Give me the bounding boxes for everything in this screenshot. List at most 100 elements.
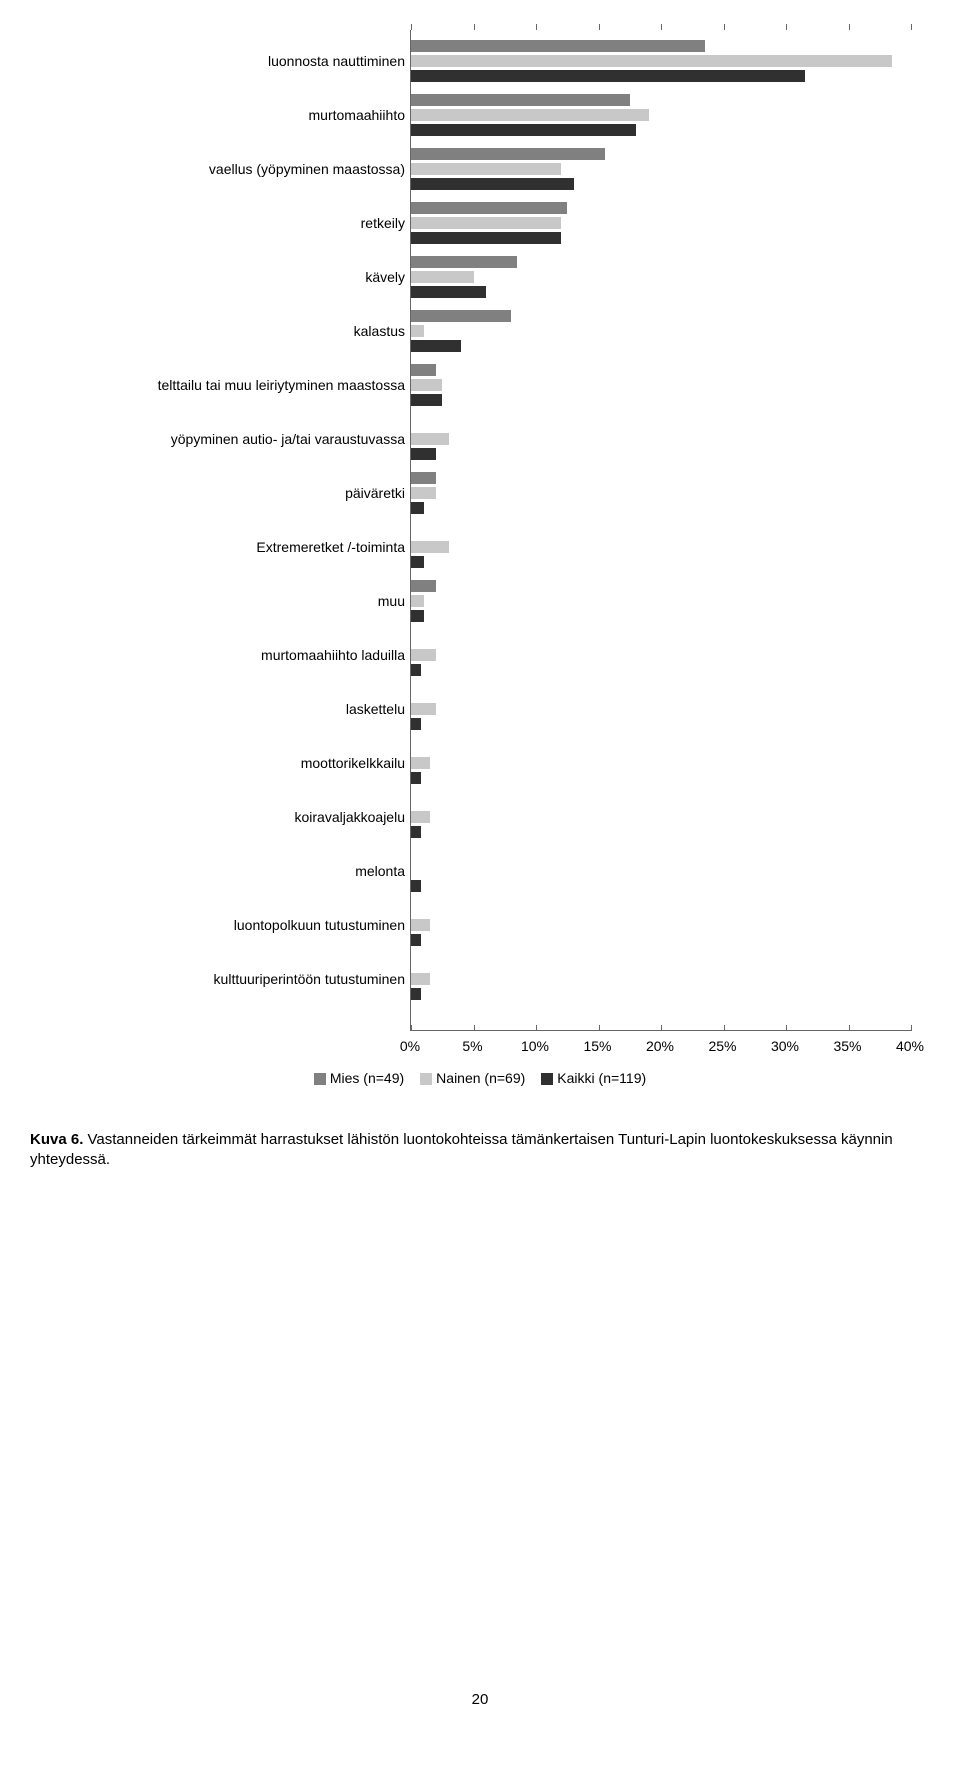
bar-mies xyxy=(411,364,436,376)
bar-nainen xyxy=(411,109,649,121)
y-axis-labels: luonnosta nauttiminen murtomaahiihto vaell… xyxy=(30,30,405,1030)
x-tick xyxy=(786,24,787,30)
bar-nainen xyxy=(411,541,449,553)
bar-kaikki xyxy=(411,178,574,190)
category-label: Extremeretket /-toiminta xyxy=(256,540,405,554)
legend-item: Mies (n=49) xyxy=(314,1070,404,1086)
x-tick xyxy=(911,24,912,30)
bar-nainen xyxy=(411,433,449,445)
legend-swatch xyxy=(314,1073,326,1085)
bar-kaikki xyxy=(411,556,424,568)
bar-kaikki xyxy=(411,286,486,298)
bar-mies xyxy=(411,202,567,214)
category-label: kävely xyxy=(365,270,405,284)
x-tick xyxy=(786,1025,787,1031)
x-tick xyxy=(724,1025,725,1031)
legend-swatch xyxy=(541,1073,553,1085)
bar-nainen xyxy=(411,919,430,931)
bar-nainen xyxy=(411,649,436,661)
x-tick xyxy=(474,1025,475,1031)
bar-kaikki xyxy=(411,826,421,838)
bar-nainen xyxy=(411,379,442,391)
x-tick-label: 20% xyxy=(646,1038,674,1054)
bar-mies xyxy=(411,40,705,52)
category-label: telttailu tai muu leiriytyminen maastoss… xyxy=(158,378,405,392)
legend: Mies (n=49) Nainen (n=69) Kaikki (n=119) xyxy=(30,1070,930,1086)
bar-kaikki xyxy=(411,502,424,514)
bar-kaikki xyxy=(411,70,805,82)
page-number: 20 xyxy=(30,1691,930,1738)
x-tick-label: 15% xyxy=(583,1038,611,1054)
bar-nainen xyxy=(411,487,436,499)
bar-kaikki xyxy=(411,664,421,676)
category-label: kulttuuriperintöön tutustuminen xyxy=(214,972,405,986)
x-tick xyxy=(411,24,412,30)
bar-mies xyxy=(411,148,605,160)
x-tick xyxy=(661,24,662,30)
category-label: murtomaahiihto laduilla xyxy=(261,648,405,662)
bar-kaikki xyxy=(411,934,421,946)
bar-kaikki xyxy=(411,394,442,406)
bar-mies xyxy=(411,580,436,592)
bar-nainen xyxy=(411,973,430,985)
category-label: melonta xyxy=(355,864,405,878)
bar-mies xyxy=(411,94,630,106)
legend-label: Nainen (n=69) xyxy=(436,1070,525,1086)
bar-nainen xyxy=(411,811,430,823)
x-tick xyxy=(661,1025,662,1031)
x-tick-label: 10% xyxy=(521,1038,549,1054)
bar-kaikki xyxy=(411,448,436,460)
category-label: laskettelu xyxy=(346,702,405,716)
x-tick-label: 35% xyxy=(833,1038,861,1054)
legend-label: Mies (n=49) xyxy=(330,1070,404,1086)
caption-text: Vastanneiden tärkeimmät harrastukset läh… xyxy=(30,1131,893,1168)
legend-item: Kaikki (n=119) xyxy=(541,1070,646,1086)
x-tick-label: 25% xyxy=(708,1038,736,1054)
bar-kaikki xyxy=(411,610,424,622)
bar-kaikki xyxy=(411,232,561,244)
bar-nainen xyxy=(411,703,436,715)
x-tick xyxy=(599,1025,600,1031)
bar-nainen xyxy=(411,217,561,229)
x-tick xyxy=(411,1025,412,1031)
x-tick-label: 0% xyxy=(400,1038,420,1054)
x-tick xyxy=(849,1025,850,1031)
bar-mies xyxy=(411,256,517,268)
x-tick-label: 30% xyxy=(771,1038,799,1054)
category-label: retkeily xyxy=(361,216,405,230)
category-label: päiväretki xyxy=(345,486,405,500)
x-tick xyxy=(536,1025,537,1031)
category-label: muu xyxy=(378,594,405,608)
bar-nainen xyxy=(411,325,424,337)
x-tick xyxy=(724,24,725,30)
x-tick xyxy=(536,24,537,30)
x-tick xyxy=(849,24,850,30)
bar-nainen xyxy=(411,595,424,607)
page: luonnosta nauttiminen murtomaahiihto vaell… xyxy=(0,0,960,1738)
bar-kaikki xyxy=(411,772,421,784)
x-tick-label: 5% xyxy=(462,1038,482,1054)
category-label: vaellus (yöpyminen maastossa) xyxy=(209,162,405,176)
category-label: moottorikelkkailu xyxy=(301,756,405,770)
legend-label: Kaikki (n=119) xyxy=(557,1070,646,1086)
category-label: murtomaahiihto xyxy=(309,108,406,122)
category-label: koiravaljakkoajelu xyxy=(294,810,405,824)
activities-bar-chart: luonnosta nauttiminen murtomaahiihto vaell… xyxy=(30,20,930,1100)
category-label: kalastus xyxy=(354,324,405,338)
bar-kaikki xyxy=(411,124,636,136)
bar-mies xyxy=(411,310,511,322)
bar-nainen xyxy=(411,757,430,769)
x-tick xyxy=(474,24,475,30)
category-label: luontopolkuun tutustuminen xyxy=(234,918,405,932)
category-label: luonnosta nauttiminen xyxy=(268,54,405,68)
x-tick xyxy=(911,1025,912,1031)
bar-kaikki xyxy=(411,718,421,730)
x-axis-labels: 0%5%10%15%20%25%30%35%40% xyxy=(410,1038,910,1058)
category-label: yöpyminen autio- ja/tai varaustuvassa xyxy=(171,432,405,446)
bar-kaikki xyxy=(411,880,421,892)
bar-mies xyxy=(411,472,436,484)
legend-swatch xyxy=(420,1073,432,1085)
figure-caption: Kuva 6. Vastanneiden tärkeimmät harrastu… xyxy=(30,1130,930,1171)
bar-nainen xyxy=(411,271,474,283)
bar-kaikki xyxy=(411,340,461,352)
